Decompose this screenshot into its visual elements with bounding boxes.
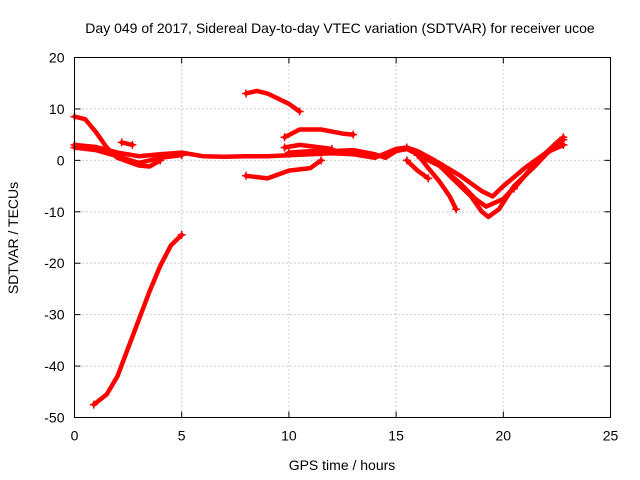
series-point-marker bbox=[559, 135, 568, 144]
series-line-s9 bbox=[282, 142, 335, 152]
series-line-s8 bbox=[243, 158, 324, 181]
series-point-marker bbox=[177, 230, 186, 239]
data-series bbox=[70, 88, 568, 409]
series-point-marker bbox=[242, 89, 251, 98]
series-point-marker bbox=[349, 130, 358, 139]
y-tick-label: -10 bbox=[44, 204, 64, 220]
y-tick-label: 10 bbox=[49, 101, 65, 117]
x-tick-label: 5 bbox=[178, 428, 186, 444]
series-point-marker bbox=[117, 138, 126, 147]
series-point-marker bbox=[280, 133, 289, 142]
series-point-marker bbox=[413, 151, 422, 160]
series-point-marker bbox=[89, 400, 98, 409]
series-line-s14 bbox=[511, 137, 566, 191]
series-line-s7 bbox=[282, 127, 356, 140]
series-line-s6 bbox=[243, 88, 302, 114]
chart-title: Day 049 of 2017, Sidereal Day-to-day VTE… bbox=[85, 20, 595, 36]
series-point-marker bbox=[242, 171, 251, 180]
x-tick-label: 20 bbox=[496, 428, 512, 444]
y-tick-label: 0 bbox=[57, 152, 65, 168]
series-point-marker bbox=[402, 143, 411, 152]
series-line-s5 bbox=[91, 232, 184, 407]
series-point-marker bbox=[295, 107, 304, 116]
series-point-marker bbox=[156, 156, 165, 165]
series-line-s11 bbox=[404, 158, 431, 181]
y-axis-label: SDTVAR / TECUs bbox=[5, 182, 21, 294]
x-tick-label: 0 bbox=[71, 428, 79, 444]
series-point-marker bbox=[128, 140, 137, 149]
plot-frame bbox=[74, 57, 611, 418]
y-tick-label: -50 bbox=[44, 410, 64, 426]
x-axis-label: GPS time / hours bbox=[289, 457, 396, 473]
series-point-marker bbox=[284, 148, 293, 157]
series-line-s3 bbox=[72, 114, 163, 169]
y-tick-label: 20 bbox=[49, 50, 65, 66]
y-tick-labels: -50 -40 -30 -20 -10 0 10 20 bbox=[44, 50, 64, 426]
series-point-marker bbox=[510, 184, 519, 193]
series-point-marker bbox=[177, 151, 186, 160]
y-tick-label: -20 bbox=[44, 255, 64, 271]
series-point-marker bbox=[317, 156, 326, 165]
series-line-s10 bbox=[286, 146, 459, 212]
x-tick-label: 25 bbox=[603, 428, 619, 444]
series-point-marker bbox=[280, 143, 289, 152]
x-tick-label: 10 bbox=[281, 428, 297, 444]
series-line-s1 bbox=[72, 142, 566, 199]
series-point-marker bbox=[424, 174, 433, 183]
axis-ticks bbox=[74, 57, 611, 418]
series-point-marker bbox=[452, 205, 461, 214]
x-tick-labels: 0 5 10 15 20 25 bbox=[71, 428, 619, 444]
y-tick-label: -40 bbox=[44, 358, 64, 374]
grid-lines bbox=[74, 57, 611, 418]
x-tick-label: 15 bbox=[388, 428, 404, 444]
series-point-marker bbox=[402, 156, 411, 165]
y-tick-label: -30 bbox=[44, 307, 64, 323]
